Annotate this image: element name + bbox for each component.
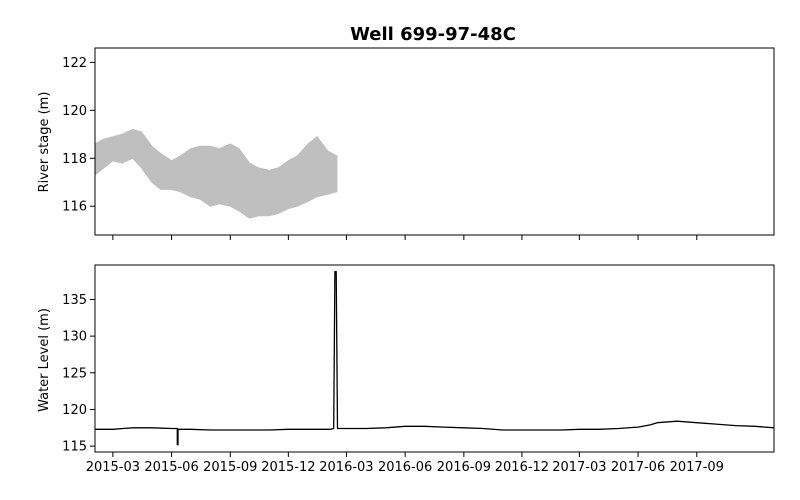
river-stage-y-ticks: 116 118 120 122: [62, 56, 95, 215]
water-level-x-tick-label: 2015-06: [144, 460, 198, 475]
river-stage-y-tick-label: 118: [62, 152, 87, 167]
water-level-x-tick-label: 2016-03: [319, 460, 373, 475]
water-level-y-tick-label: 130: [62, 330, 87, 345]
water-level-y-axis-label: Water Level (m): [37, 308, 52, 412]
water-level-y-tick-label: 120: [62, 403, 87, 418]
river-stage-x-ticks: [112, 235, 698, 240]
water-level-plot-area: [95, 270, 775, 446]
water-level-y-tick-label: 125: [62, 366, 87, 381]
water-level-x-tick-label: 2015-12: [261, 460, 315, 475]
river-stage-y-tick-label: 122: [62, 56, 87, 71]
river-stage-plot-area: [94, 128, 338, 219]
water-level-x-tick-label: 2016-06: [378, 460, 432, 475]
chart-title: Well 699-97-48C: [350, 24, 516, 45]
water-level-x-tick-label: 2016-09: [437, 460, 491, 475]
river-stage-panel: 116 118 120 122 River stage (m): [37, 47, 775, 240]
river-stage-y-tick-label: 116: [62, 200, 87, 215]
water-level-y-tick-label: 115: [62, 440, 87, 455]
water-level-x-tick-label: 2017-09: [670, 460, 724, 475]
river-stage-axes-frame: [94, 47, 775, 236]
water-level-x-tick-label: 2015-09: [203, 460, 257, 475]
river-stage-y-axis-label: River stage (m): [37, 92, 52, 193]
water-level-x-tick-label: 2017-06: [611, 460, 665, 475]
water-level-x-tick-label: 2016-12: [495, 460, 549, 475]
water-level-y-ticks: 115 120 125 130 135: [62, 293, 95, 455]
river-stage-series-0: [94, 128, 338, 219]
water-level-x-ticks: 2015-03 2015-06 2015-09 2015-12 2016-03 2016-…: [86, 452, 724, 475]
water-level-y-tick-label: 135: [62, 293, 87, 308]
water-level-axes-frame: [94, 264, 775, 453]
river-stage-y-tick-label: 120: [62, 104, 87, 119]
water-level-series-0: [95, 270, 775, 446]
water-level-x-tick-label: 2017-03: [552, 460, 606, 475]
water-level-x-tick-label: 2015-03: [86, 460, 140, 475]
